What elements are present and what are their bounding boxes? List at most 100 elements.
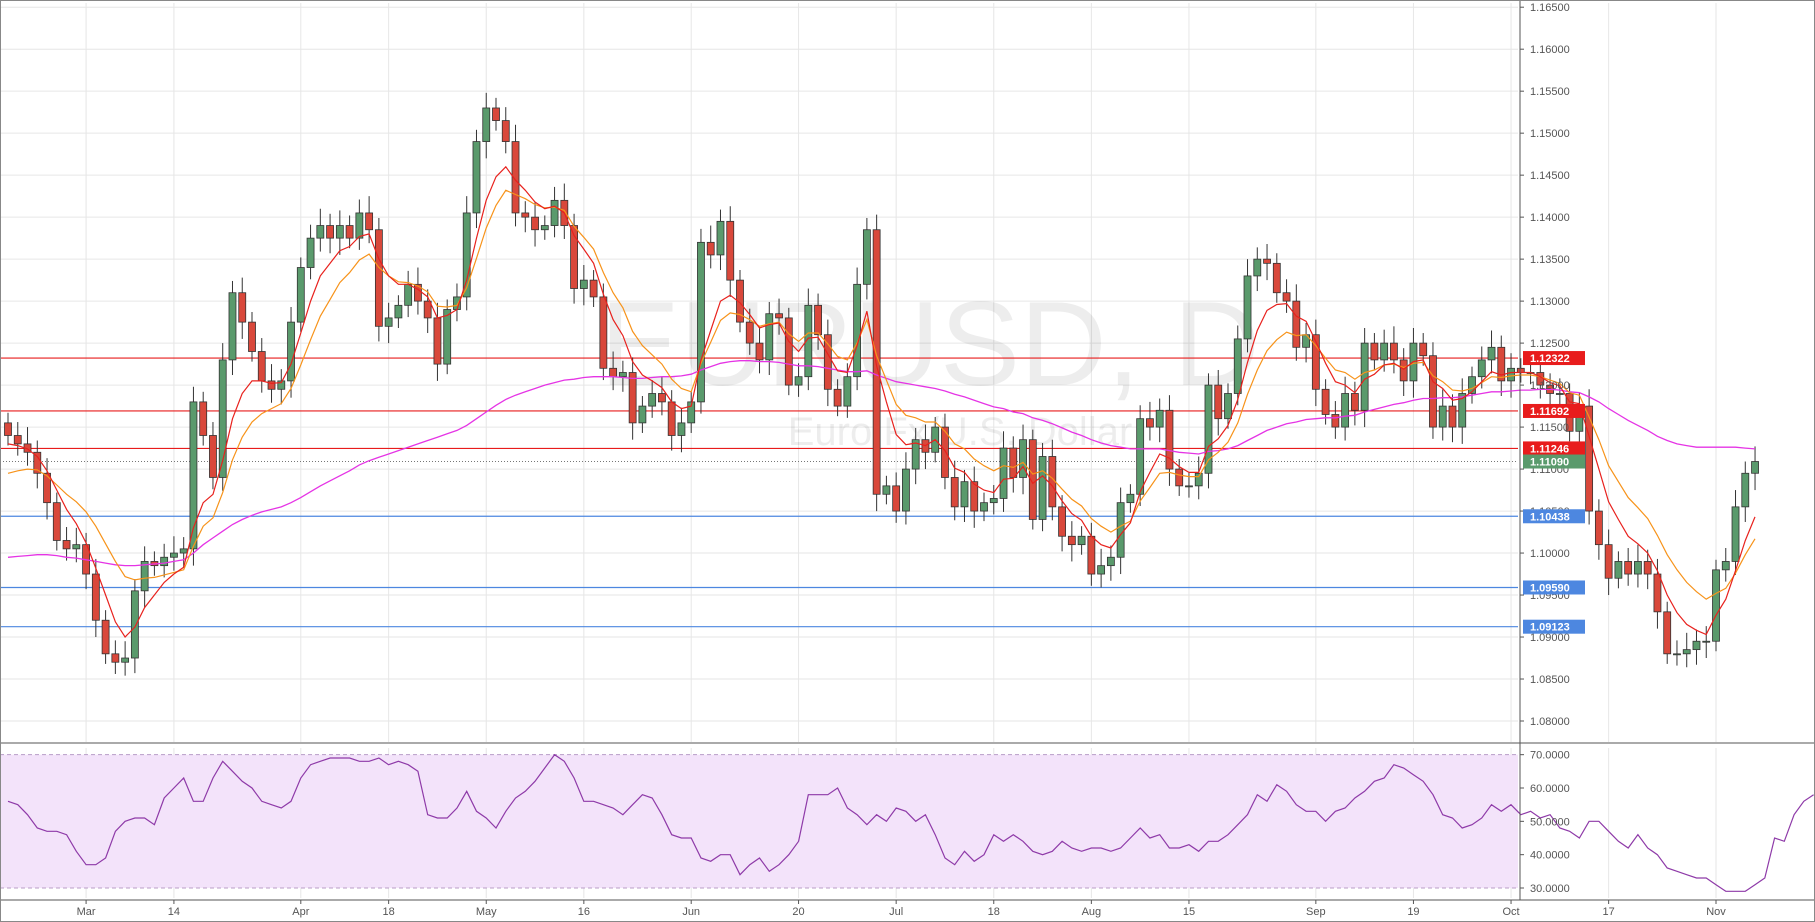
candle-down: [1311, 334, 1320, 390]
candle-up: [179, 548, 188, 554]
candle-down: [1663, 611, 1672, 655]
price-tick-label: 1.08500: [1530, 674, 1570, 686]
candle-down: [521, 212, 530, 218]
candle-down: [1292, 300, 1301, 348]
candle-down: [1448, 405, 1457, 428]
candle-up: [999, 447, 1008, 499]
candle-down: [267, 380, 276, 390]
rsi-pane: [0, 753, 1814, 892]
candle-down: [4, 422, 12, 436]
candle-up: [980, 502, 988, 512]
candle-down: [1331, 414, 1340, 428]
candle-down: [1624, 561, 1633, 575]
rsi-tick-label: 30.0000: [1530, 883, 1570, 895]
time-tick-label: May: [476, 906, 497, 918]
watermark-description: Euro Fx/U.S. Dollar: [788, 410, 1133, 454]
level-label-support-box: [1523, 619, 1585, 634]
candle-down: [970, 481, 979, 512]
candle-up: [1751, 461, 1759, 474]
candle-up: [550, 199, 559, 226]
candle-down: [736, 279, 744, 323]
candle-down: [1321, 388, 1330, 415]
time-tick-label: Nov: [1706, 906, 1726, 918]
candle-down: [1350, 393, 1359, 411]
candle-up: [296, 267, 305, 323]
candle-down: [1282, 292, 1291, 302]
candle-down: [667, 401, 676, 436]
candle-up: [1194, 472, 1203, 487]
time-tick-label: Jul: [889, 906, 903, 918]
candle-up: [638, 405, 647, 424]
candle-up: [1106, 556, 1115, 567]
candle-up: [277, 380, 286, 390]
candle-down: [1028, 439, 1037, 520]
last-price-label: 1.11090: [1530, 457, 1569, 469]
candle-down: [950, 477, 959, 508]
candle-down: [745, 321, 754, 344]
time-tick-label: 19: [1407, 906, 1419, 918]
candle-down: [248, 321, 256, 352]
candle-up: [140, 561, 149, 592]
candle-down: [62, 540, 71, 550]
candle-up: [1019, 439, 1027, 478]
candle-down: [501, 120, 510, 142]
candle-down: [91, 573, 100, 621]
candle-up: [189, 401, 198, 550]
price-tick-label: 1.16500: [1530, 2, 1570, 14]
time-tick-label: Mar: [77, 906, 96, 918]
candle-down: [1146, 418, 1154, 428]
candle-down: [433, 317, 442, 365]
candle-down: [589, 279, 598, 298]
candle-up: [716, 220, 725, 256]
candle-down: [13, 435, 22, 445]
price-tick-label: 1.14500: [1530, 170, 1570, 182]
time-tick-label: Jun: [682, 906, 700, 918]
candle-down: [1067, 535, 1076, 546]
candle-up: [1507, 367, 1515, 382]
candle-down: [423, 300, 432, 319]
candle-down: [345, 225, 354, 239]
candle-up: [1614, 561, 1623, 579]
candle-down: [1429, 355, 1437, 428]
candle-up: [306, 237, 315, 268]
price-tick-label: 1.11500: [1530, 422, 1569, 434]
candle-up: [648, 393, 657, 407]
candle-up: [1702, 640, 1711, 643]
candle-down: [784, 317, 793, 386]
candle-up: [130, 590, 139, 659]
price-tick-label: 1.16000: [1530, 44, 1570, 56]
candle-up: [960, 481, 969, 508]
candle-down: [209, 435, 217, 478]
candle-down: [52, 502, 61, 541]
candle-up: [804, 304, 813, 378]
level-label-resistance-box: [1523, 403, 1585, 418]
candle-up: [1380, 342, 1389, 361]
candle-down: [1272, 262, 1281, 294]
candle-up: [911, 439, 920, 470]
level-label-support: 1.10438: [1530, 511, 1570, 523]
candle-down: [101, 619, 110, 655]
level-label-resistance: 1.11246: [1530, 443, 1569, 455]
candle-down: [726, 220, 735, 281]
time-tick-label: Sep: [1306, 906, 1326, 918]
candle-up: [1116, 502, 1125, 558]
time-tick-label: Aug: [1082, 906, 1102, 918]
candle-up: [579, 279, 588, 289]
candle-up: [1233, 338, 1242, 394]
candle-down: [33, 451, 42, 474]
time-tick-label: 14: [168, 906, 180, 918]
candle-up: [1673, 653, 1681, 656]
candle-down: [1370, 342, 1379, 361]
candle-up: [1682, 649, 1691, 655]
candle-down: [1390, 342, 1398, 361]
rsi-tick-label: 70.0000: [1530, 750, 1570, 762]
candle-up: [170, 552, 178, 558]
candle-up: [618, 372, 627, 378]
candle-up: [1341, 393, 1350, 428]
level-label-support: 1.09590: [1530, 582, 1570, 594]
candle-up: [1458, 393, 1467, 428]
candle-up: [853, 283, 862, 378]
candle-up: [394, 304, 403, 319]
time-tick-label: 16: [578, 906, 590, 918]
